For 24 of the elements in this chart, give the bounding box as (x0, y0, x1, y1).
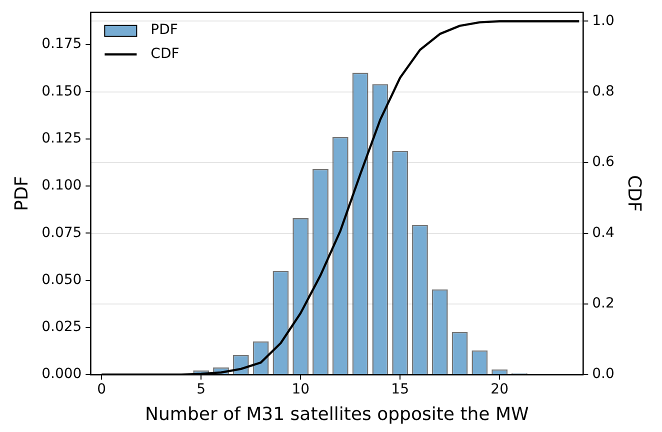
y-axis-title: PDF (11, 176, 32, 212)
y2-tick-label: 0.4 (592, 224, 614, 241)
y2-axis-title: CDF (624, 175, 645, 212)
x-tick-label: 20 (490, 382, 508, 398)
y-tick-label: 0.075 (42, 224, 82, 241)
x-tick-label: 5 (196, 382, 206, 398)
y-tick-label: 0.100 (42, 178, 82, 194)
y-tick-label: 0.125 (42, 130, 82, 146)
legend-label: CDF (150, 46, 180, 62)
y-tick-label: 0.175 (42, 36, 82, 52)
y2-tick-label: 0.2 (592, 296, 614, 312)
y2-tick-label: 0.8 (592, 84, 614, 100)
x-tick-label: 0 (97, 382, 106, 398)
y2-tick-label: 0.0 (592, 366, 614, 382)
y2-tick-label: 0.6 (592, 154, 614, 170)
y-tick-label: 0.050 (42, 272, 82, 288)
y-tick-label: 0.150 (42, 83, 82, 100)
y-tick-label: 0.025 (42, 319, 82, 336)
y-tick-label: 0.000 (42, 366, 82, 382)
x-tick-label: 10 (292, 382, 310, 398)
legend-label: PDF (150, 22, 178, 38)
x-tick-label: 15 (391, 382, 409, 398)
x-axis-title: Number of M31 satellites opposite the MW (145, 404, 529, 425)
y2-tick-label: 1.0 (592, 12, 614, 29)
